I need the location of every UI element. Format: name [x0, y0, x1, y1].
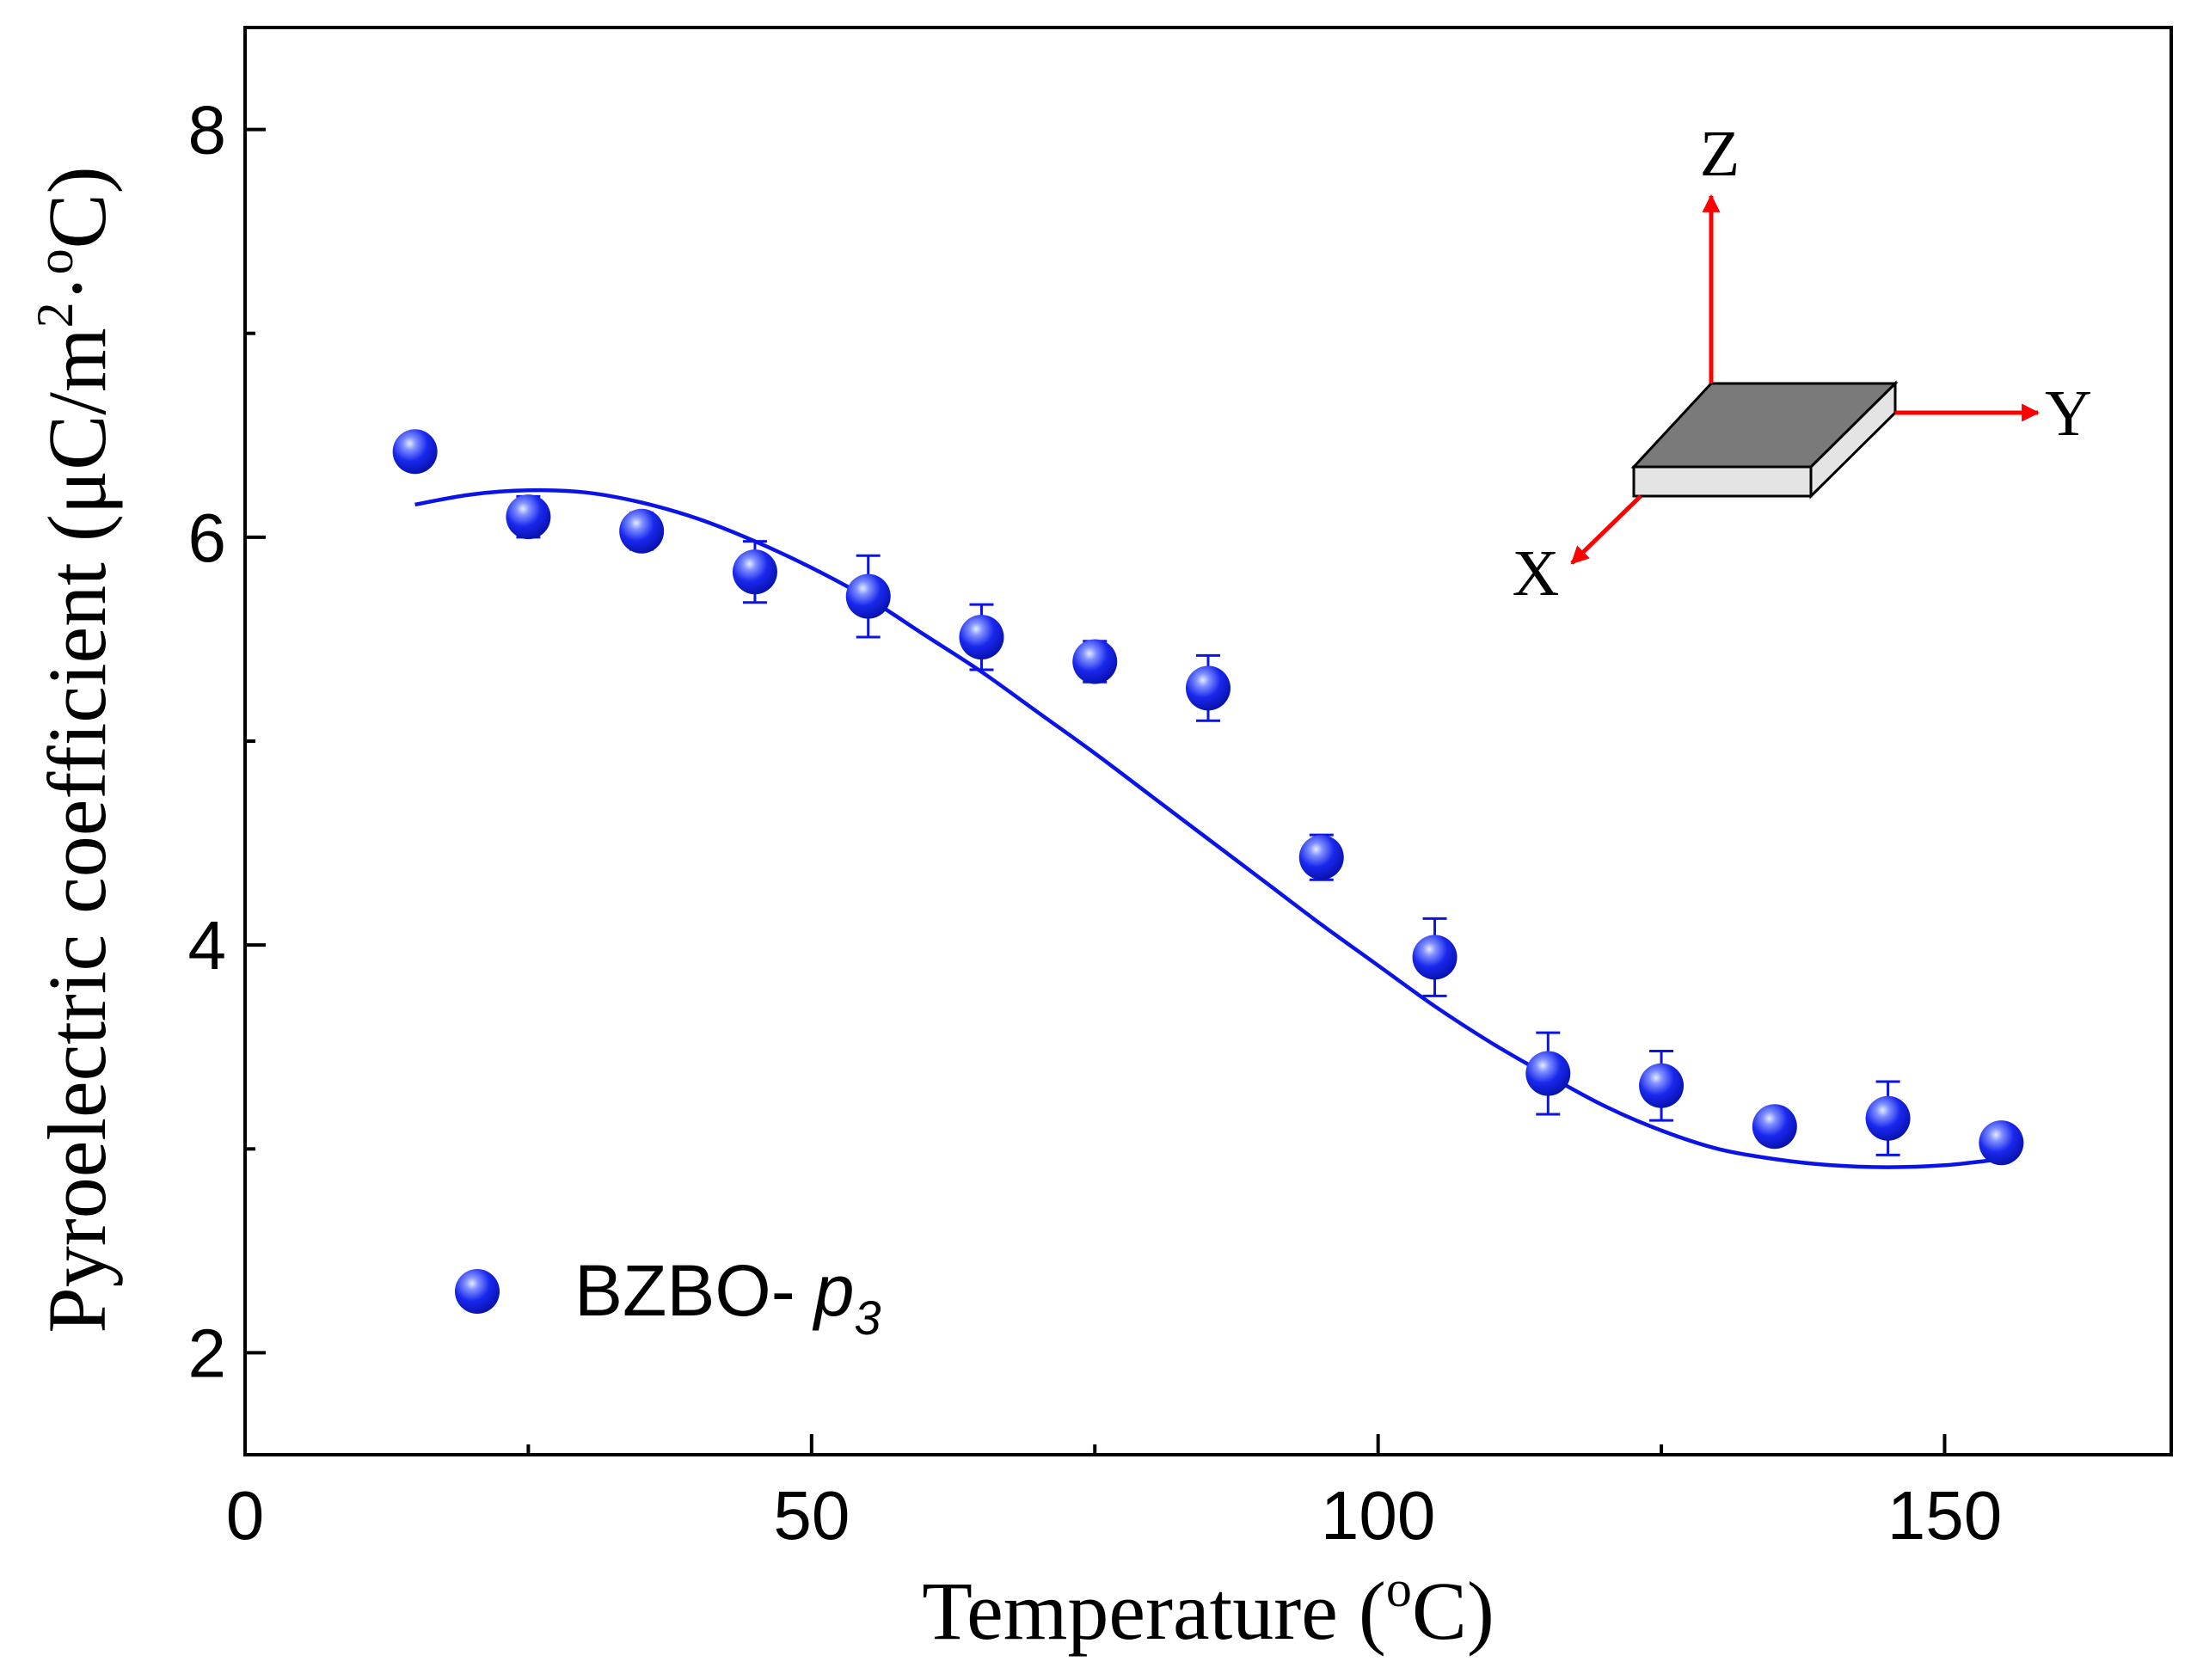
y-tick-label: 2: [188, 1315, 227, 1391]
x-axis-arrow: [1570, 494, 1642, 565]
x-ticks: 0 50 100 150: [226, 1434, 2002, 1554]
legend-label-sub: 3: [854, 1291, 881, 1345]
fit-curve: [414, 487, 2002, 1169]
x-axis-title-after: C): [1412, 1565, 1494, 1657]
data-point: [506, 494, 551, 540]
data-point: [392, 429, 438, 475]
data-point: [959, 615, 1004, 660]
x-axis-title-before: Temperature (: [922, 1565, 1386, 1657]
orientation-inset: Z Y X: [1513, 118, 2092, 610]
plot-frame: [243, 26, 2173, 1456]
data-point: [1752, 1104, 1797, 1150]
data-point: [1412, 935, 1458, 980]
crystal-plate-front: [1632, 465, 1813, 498]
legend-marker: [455, 1269, 500, 1314]
y-ticks: 2 4 6 8: [188, 92, 266, 1391]
crystal-plate-top: [1630, 382, 1899, 469]
legend-label-italic: p: [812, 1250, 855, 1331]
legend: BZBO-p3: [455, 1250, 881, 1345]
data-point: [1072, 639, 1118, 684]
z-axis-label: Z: [1700, 118, 1740, 190]
y-tick-label: 4: [188, 907, 227, 984]
data-point: [732, 549, 777, 595]
x-tick-label: 100: [1321, 1477, 1435, 1554]
x-axis-title-sup: o: [1386, 1560, 1412, 1617]
x-axis-label: X: [1513, 537, 1560, 610]
y-axis-title-middle: ·: [31, 274, 123, 302]
y-axis-title-sup1: 2: [27, 302, 83, 328]
x-axis-title: Temperature (oC): [922, 1560, 1494, 1657]
x-tick-label: 50: [773, 1477, 850, 1554]
y-axis-title-before: Pyroelectric coefficient (μC/m: [31, 328, 123, 1333]
data-point: [1186, 665, 1231, 711]
data-point: [1865, 1095, 1911, 1141]
y-axis-title: Pyroelectric coefficient (μC/m2·oC): [27, 166, 123, 1333]
data-point: [1298, 835, 1344, 880]
x-tick-label: 0: [226, 1477, 265, 1554]
y-tick-label: 6: [188, 500, 227, 576]
y-tick-label: 8: [188, 92, 227, 169]
y-axis-title-after: C): [31, 166, 123, 248]
data-point: [619, 508, 665, 554]
data-point: [1979, 1120, 2024, 1166]
data-point: [1525, 1051, 1571, 1096]
y-axis-label: Y: [2045, 377, 2092, 450]
data-point: [845, 573, 891, 619]
data-point: [1639, 1063, 1685, 1108]
y-axis-title-sup2: o: [27, 248, 83, 274]
legend-label: BZBO-p3: [574, 1250, 881, 1345]
data-points: [392, 429, 2024, 1166]
x-tick-label: 150: [1887, 1477, 2002, 1554]
legend-label-main: BZBO-: [574, 1250, 795, 1331]
